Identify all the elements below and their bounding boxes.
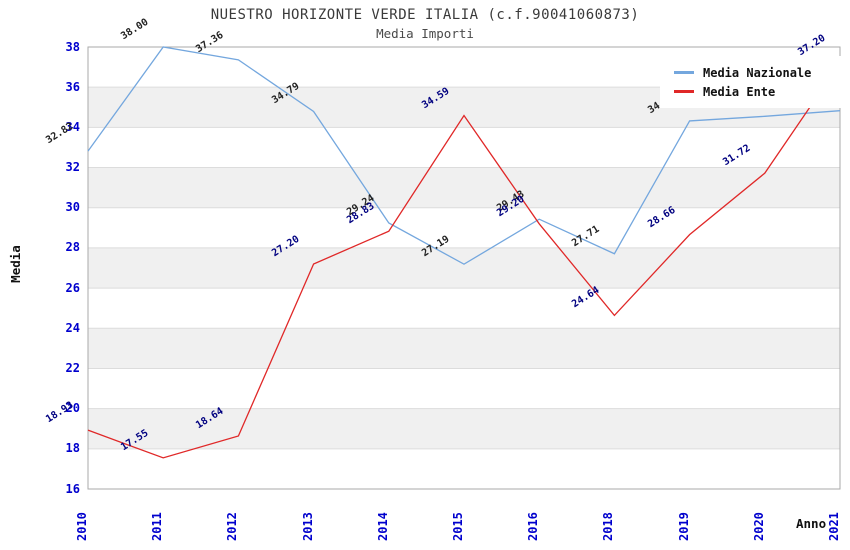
legend-item-media-nazionale: Media Nazionale bbox=[660, 66, 844, 80]
y-tick-label: 28 bbox=[65, 240, 80, 255]
legend-item-media-ente: Media Ente bbox=[660, 85, 844, 99]
x-tick-label: 2021 bbox=[827, 512, 841, 541]
series-line-media-ente bbox=[87, 62, 841, 459]
y-tick-label: 16 bbox=[65, 481, 80, 496]
legend-label: Media Ente bbox=[703, 84, 776, 99]
grid-band bbox=[88, 408, 840, 449]
x-tick-label: 2019 bbox=[676, 512, 691, 541]
plot-frame bbox=[87, 46, 841, 490]
x-tick-label: 2014 bbox=[375, 512, 390, 541]
chart-subtitle: Media Importi bbox=[376, 26, 474, 41]
y-tick-label: 26 bbox=[65, 280, 80, 295]
x-tick-label: 2020 bbox=[751, 512, 766, 541]
y-axis-title: Media bbox=[8, 245, 23, 283]
y-tick-label: 30 bbox=[65, 200, 80, 215]
y-tick-label: 24 bbox=[65, 320, 80, 335]
x-tick-label: 2012 bbox=[225, 512, 240, 541]
y-tick-label: 38 bbox=[65, 39, 80, 54]
x-tick-label: 2018 bbox=[601, 512, 616, 541]
x-tick-label: 2015 bbox=[451, 512, 465, 541]
y-tick-label: 18 bbox=[65, 441, 80, 456]
y-tick-label: 34 bbox=[65, 119, 80, 134]
x-axis-title: Anno bbox=[796, 516, 827, 531]
x-tick-label: 2011 bbox=[150, 512, 165, 541]
grid-band bbox=[88, 328, 840, 369]
legend: Media Nazionale Media Ente bbox=[660, 56, 844, 108]
legend-label: Media Nazionale bbox=[703, 65, 812, 80]
series-line-media-nazionale bbox=[87, 46, 841, 265]
y-tick-label: 22 bbox=[65, 360, 80, 375]
chart-title: NUESTRO HORIZONTE VERDE ITALIA (c.f.9004… bbox=[210, 7, 640, 23]
y-tick-label: 36 bbox=[65, 79, 80, 94]
grid-band bbox=[88, 247, 840, 289]
y-tick-label: 20 bbox=[65, 401, 80, 416]
x-tick-label: 2013 bbox=[300, 512, 315, 541]
x-tick-label: 2016 bbox=[526, 512, 541, 541]
x-tick-label: 2010 bbox=[75, 512, 89, 541]
legend-line-icon-nazionale bbox=[674, 71, 694, 74]
grid-band bbox=[88, 167, 840, 208]
y-tick-label: 32 bbox=[65, 160, 80, 175]
legend-line-icon-ente bbox=[674, 90, 694, 93]
